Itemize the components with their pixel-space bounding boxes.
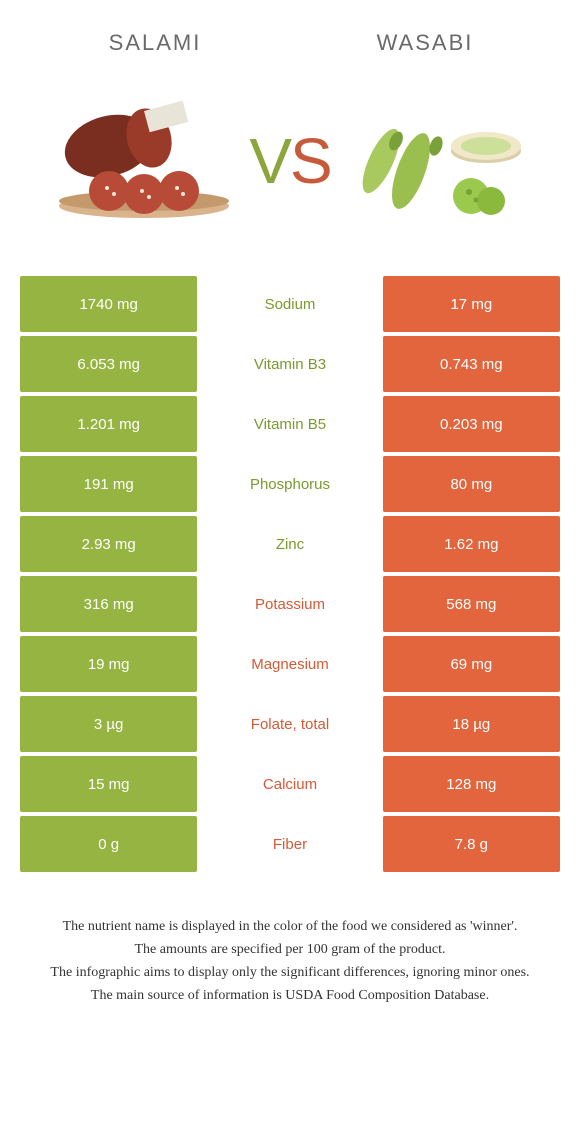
cell-nutrient-name: Zinc [201,516,378,572]
cell-left-value: 2.93 mg [20,516,197,572]
cell-right-value: 80 mg [383,456,560,512]
header-row: SALAMI WASABI [0,0,580,66]
cell-left-value: 1740 mg [20,276,197,332]
cell-nutrient-name: Vitamin B5 [201,396,378,452]
footnote-line: The nutrient name is displayed in the co… [30,916,550,937]
cell-left-value: 3 µg [20,696,197,752]
table-row: 2.93 mgZinc1.62 mg [20,516,560,572]
vs-label: VS [249,124,330,198]
cell-nutrient-name: Potassium [201,576,378,632]
vs-v: V [249,125,290,197]
cell-nutrient-name: Vitamin B3 [201,336,378,392]
table-row: 15 mgCalcium128 mg [20,756,560,812]
cell-left-value: 19 mg [20,636,197,692]
cell-left-value: 0 g [20,816,197,872]
table-row: 6.053 mgVitamin B30.743 mg [20,336,560,392]
footnote: The nutrient name is displayed in the co… [0,876,580,1028]
table-row: 19 mgMagnesium69 mg [20,636,560,692]
table-row: 316 mgPotassium568 mg [20,576,560,632]
cell-right-value: 18 µg [383,696,560,752]
comparison-table: 1740 mgSodium17 mg6.053 mgVitamin B30.74… [20,276,560,872]
cell-right-value: 7.8 g [383,816,560,872]
cell-nutrient-name: Folate, total [201,696,378,752]
table-row: 0 gFiber7.8 g [20,816,560,872]
cell-right-value: 0.203 mg [383,396,560,452]
cell-right-value: 0.743 mg [383,336,560,392]
cell-left-value: 191 mg [20,456,197,512]
cell-right-value: 17 mg [383,276,560,332]
image-row: VS [0,66,580,276]
table-row: 191 mgPhosphorus80 mg [20,456,560,512]
table-row: 1740 mgSodium17 mg [20,276,560,332]
title-right: WASABI [290,30,560,56]
cell-nutrient-name: Phosphorus [201,456,378,512]
cell-left-value: 15 mg [20,756,197,812]
table-row: 3 µgFolate, total18 µg [20,696,560,752]
cell-left-value: 316 mg [20,576,197,632]
cell-right-value: 1.62 mg [383,516,560,572]
salami-image [49,96,239,226]
vs-s: S [290,125,331,197]
cell-left-value: 1.201 mg [20,396,197,452]
cell-nutrient-name: Sodium [201,276,378,332]
cell-nutrient-name: Calcium [201,756,378,812]
cell-right-value: 128 mg [383,756,560,812]
cell-right-value: 69 mg [383,636,560,692]
title-left: SALAMI [20,30,290,56]
cell-nutrient-name: Magnesium [201,636,378,692]
cell-right-value: 568 mg [383,576,560,632]
footnote-line: The amounts are specified per 100 gram o… [30,939,550,960]
table-row: 1.201 mgVitamin B50.203 mg [20,396,560,452]
cell-left-value: 6.053 mg [20,336,197,392]
footnote-line: The infographic aims to display only the… [30,962,550,983]
cell-nutrient-name: Fiber [201,816,378,872]
footnote-line: The main source of information is USDA F… [30,985,550,1006]
wasabi-image [341,96,531,226]
